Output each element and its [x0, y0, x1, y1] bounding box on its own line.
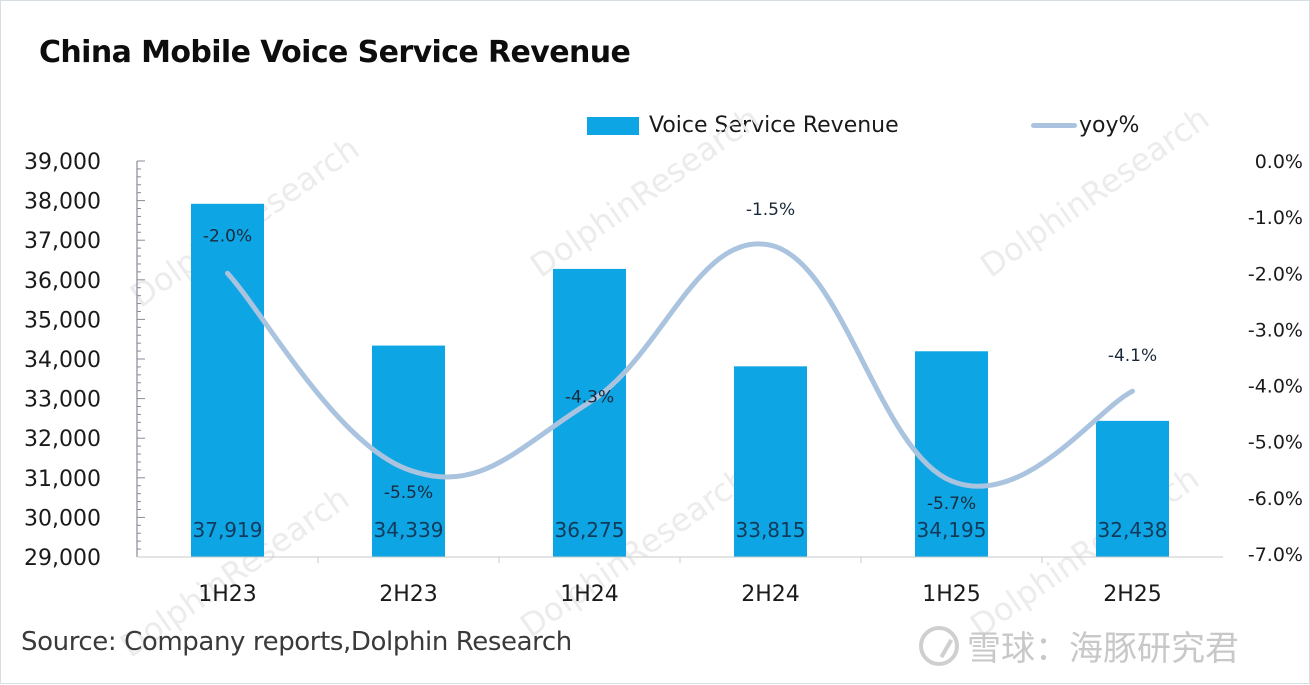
right-axis: 0.0% -1.0% -2.0% -3.0% -4.0% -5.0% -6.0% -7.0% — [1248, 151, 1303, 566]
revenue-bar — [553, 268, 626, 557]
legend-line-swatch — [1031, 123, 1077, 128]
revenue-bar — [915, 351, 988, 557]
x-axis-category-label: 1H25 — [922, 582, 981, 607]
revenue-bar-label: 34,339 — [374, 518, 444, 542]
legend-item-revenue: Voice Service Revenue — [587, 113, 899, 138]
revenue-bar-label: 37,919 — [193, 518, 263, 542]
watermark-text: DolphinResearch — [523, 99, 766, 285]
yoy-value-labels: -2.0% -5.5% -4.3% -1.5% -5.7% -4.1% — [203, 200, 1157, 514]
snowball-logo-icon — [919, 625, 959, 666]
watermark-text: DolphinResearch — [973, 99, 1216, 285]
right-axis-tick-label: -6.0% — [1248, 488, 1303, 510]
left-axis-tick-label: 33,000 — [24, 388, 101, 413]
left-axis: 39,000 38,000 37,000 36,000 35,000 34,000 33,0… — [24, 150, 145, 571]
yoy-value-label: -4.1% — [1108, 346, 1157, 366]
yoy-line-series — [225, 241, 1135, 489]
yoy-value-label: -2.0% — [203, 226, 252, 246]
x-axis: 1H23 2H23 1H24 2H24 1H25 2H25 — [137, 556, 1223, 607]
left-axis-tick-label: 36,000 — [24, 269, 101, 294]
bar-series — [191, 203, 1169, 557]
right-axis-tick-label: -5.0% — [1248, 432, 1303, 454]
yoy-value-label: -1.5% — [746, 200, 795, 220]
legend-item-yoy: yoy% — [1031, 113, 1139, 138]
left-axis-tick-label: 35,000 — [24, 308, 101, 333]
x-axis-category-label: 2H23 — [379, 582, 438, 607]
revenue-bar — [734, 366, 807, 557]
watermark-layer: DolphinResearch DolphinResearch DolphinRes… — [113, 99, 1216, 665]
brand-watermark: 雪球：海豚研究君 — [919, 621, 1239, 670]
brand-text: 雪球：海豚研究君 — [967, 629, 1239, 669]
source-note: Source: Company reports,Dolphin Research — [21, 627, 572, 657]
watermark-text: DolphinResearch — [513, 459, 756, 645]
x-axis-category-label: 1H24 — [560, 582, 619, 607]
yoy-value-label: -5.7% — [927, 494, 976, 514]
left-axis-tick-label: 39,000 — [24, 150, 101, 175]
yoy-value-label: -4.3% — [565, 387, 614, 407]
bar-value-labels: 37,919 34,339 36,275 33,815 34,195 32,438 — [193, 518, 1168, 542]
right-axis-tick-label: -7.0% — [1248, 544, 1303, 566]
legend-bar-swatch — [587, 116, 639, 135]
revenue-bar-label: 34,195 — [917, 518, 987, 542]
left-axis-tick-label: 38,000 — [24, 190, 101, 215]
legend-label-revenue: Voice Service Revenue — [649, 113, 899, 138]
right-axis-tick-label: 0.0% — [1255, 151, 1303, 173]
x-axis-category-label: 2H24 — [741, 582, 800, 607]
x-axis-category-label: 1H23 — [198, 582, 257, 607]
chart-title: China Mobile Voice Service Revenue — [39, 35, 631, 70]
right-axis-tick-label: -4.0% — [1248, 376, 1303, 398]
right-axis-tick-label: -3.0% — [1248, 319, 1303, 341]
revenue-bar-label: 33,815 — [736, 518, 806, 542]
revenue-bar-label: 32,438 — [1098, 518, 1168, 542]
yoy-line — [225, 241, 1135, 489]
x-axis-category-label: 2H25 — [1103, 582, 1162, 607]
left-axis-tick-label: 31,000 — [24, 467, 101, 492]
left-axis-tick-label: 32,000 — [24, 427, 101, 452]
watermark-text: DolphinResearch — [963, 459, 1206, 645]
revenue-bar — [1096, 420, 1169, 557]
revenue-bar-label: 36,275 — [555, 518, 625, 542]
revenue-bar — [191, 203, 264, 557]
left-axis-tick-label: 29,000 — [24, 546, 101, 571]
right-axis-tick-label: -2.0% — [1248, 263, 1303, 285]
left-axis-tick-label: 30,000 — [24, 506, 101, 531]
revenue-bar — [372, 345, 445, 557]
left-axis-tick-label: 37,000 — [24, 229, 101, 254]
legend-label-yoy: yoy% — [1079, 113, 1140, 138]
right-axis-tick-label: -1.0% — [1248, 207, 1303, 229]
left-axis-tick-label: 34,000 — [24, 348, 101, 373]
yoy-value-label: -5.5% — [384, 483, 433, 503]
